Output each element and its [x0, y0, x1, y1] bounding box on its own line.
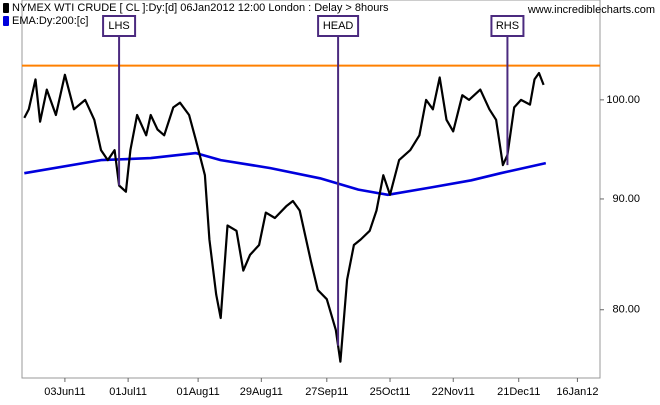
- annotation-box: [490, 15, 525, 37]
- x-tick-label: 27Sep11: [305, 386, 348, 398]
- legend-label: EMA:Dy:200:[c]: [12, 15, 88, 27]
- plot-frame: [21, 0, 601, 379]
- y-tick-label: 80.00: [612, 304, 640, 316]
- chart-title: www.incrediblecharts.com: [527, 4, 655, 16]
- x-tick-label: 25Oct11: [370, 386, 411, 398]
- legend-swatch: [3, 3, 9, 13]
- series-line: [24, 151, 547, 197]
- x-tick-label: 01Jul11: [109, 386, 147, 398]
- x-tick-label: 21Dec11: [497, 386, 540, 398]
- annotation-box: [102, 15, 137, 37]
- x-tick-label: 29Aug11: [240, 386, 283, 398]
- x-tick-label: 03Jun11: [44, 386, 85, 398]
- y-tick-label: 90.00: [612, 193, 640, 205]
- series-line: [23, 71, 545, 363]
- annotation-label: LHS: [108, 20, 129, 32]
- legend-swatch: [3, 16, 9, 26]
- annotation-label: RHS: [496, 20, 519, 32]
- legend-label: NYMEX WTI CRUDE [ CL ]:Dy:[d] 06Jan2012 …: [12, 2, 389, 14]
- x-tick-label: 22Nov11: [432, 386, 475, 398]
- x-tick-label: 16Jan12: [556, 386, 598, 398]
- y-tick-label: 100.00: [606, 94, 640, 106]
- annotation-label: HEAD: [323, 20, 354, 32]
- annotation-box: [317, 15, 360, 37]
- x-tick-label: 01Aug11: [176, 386, 219, 398]
